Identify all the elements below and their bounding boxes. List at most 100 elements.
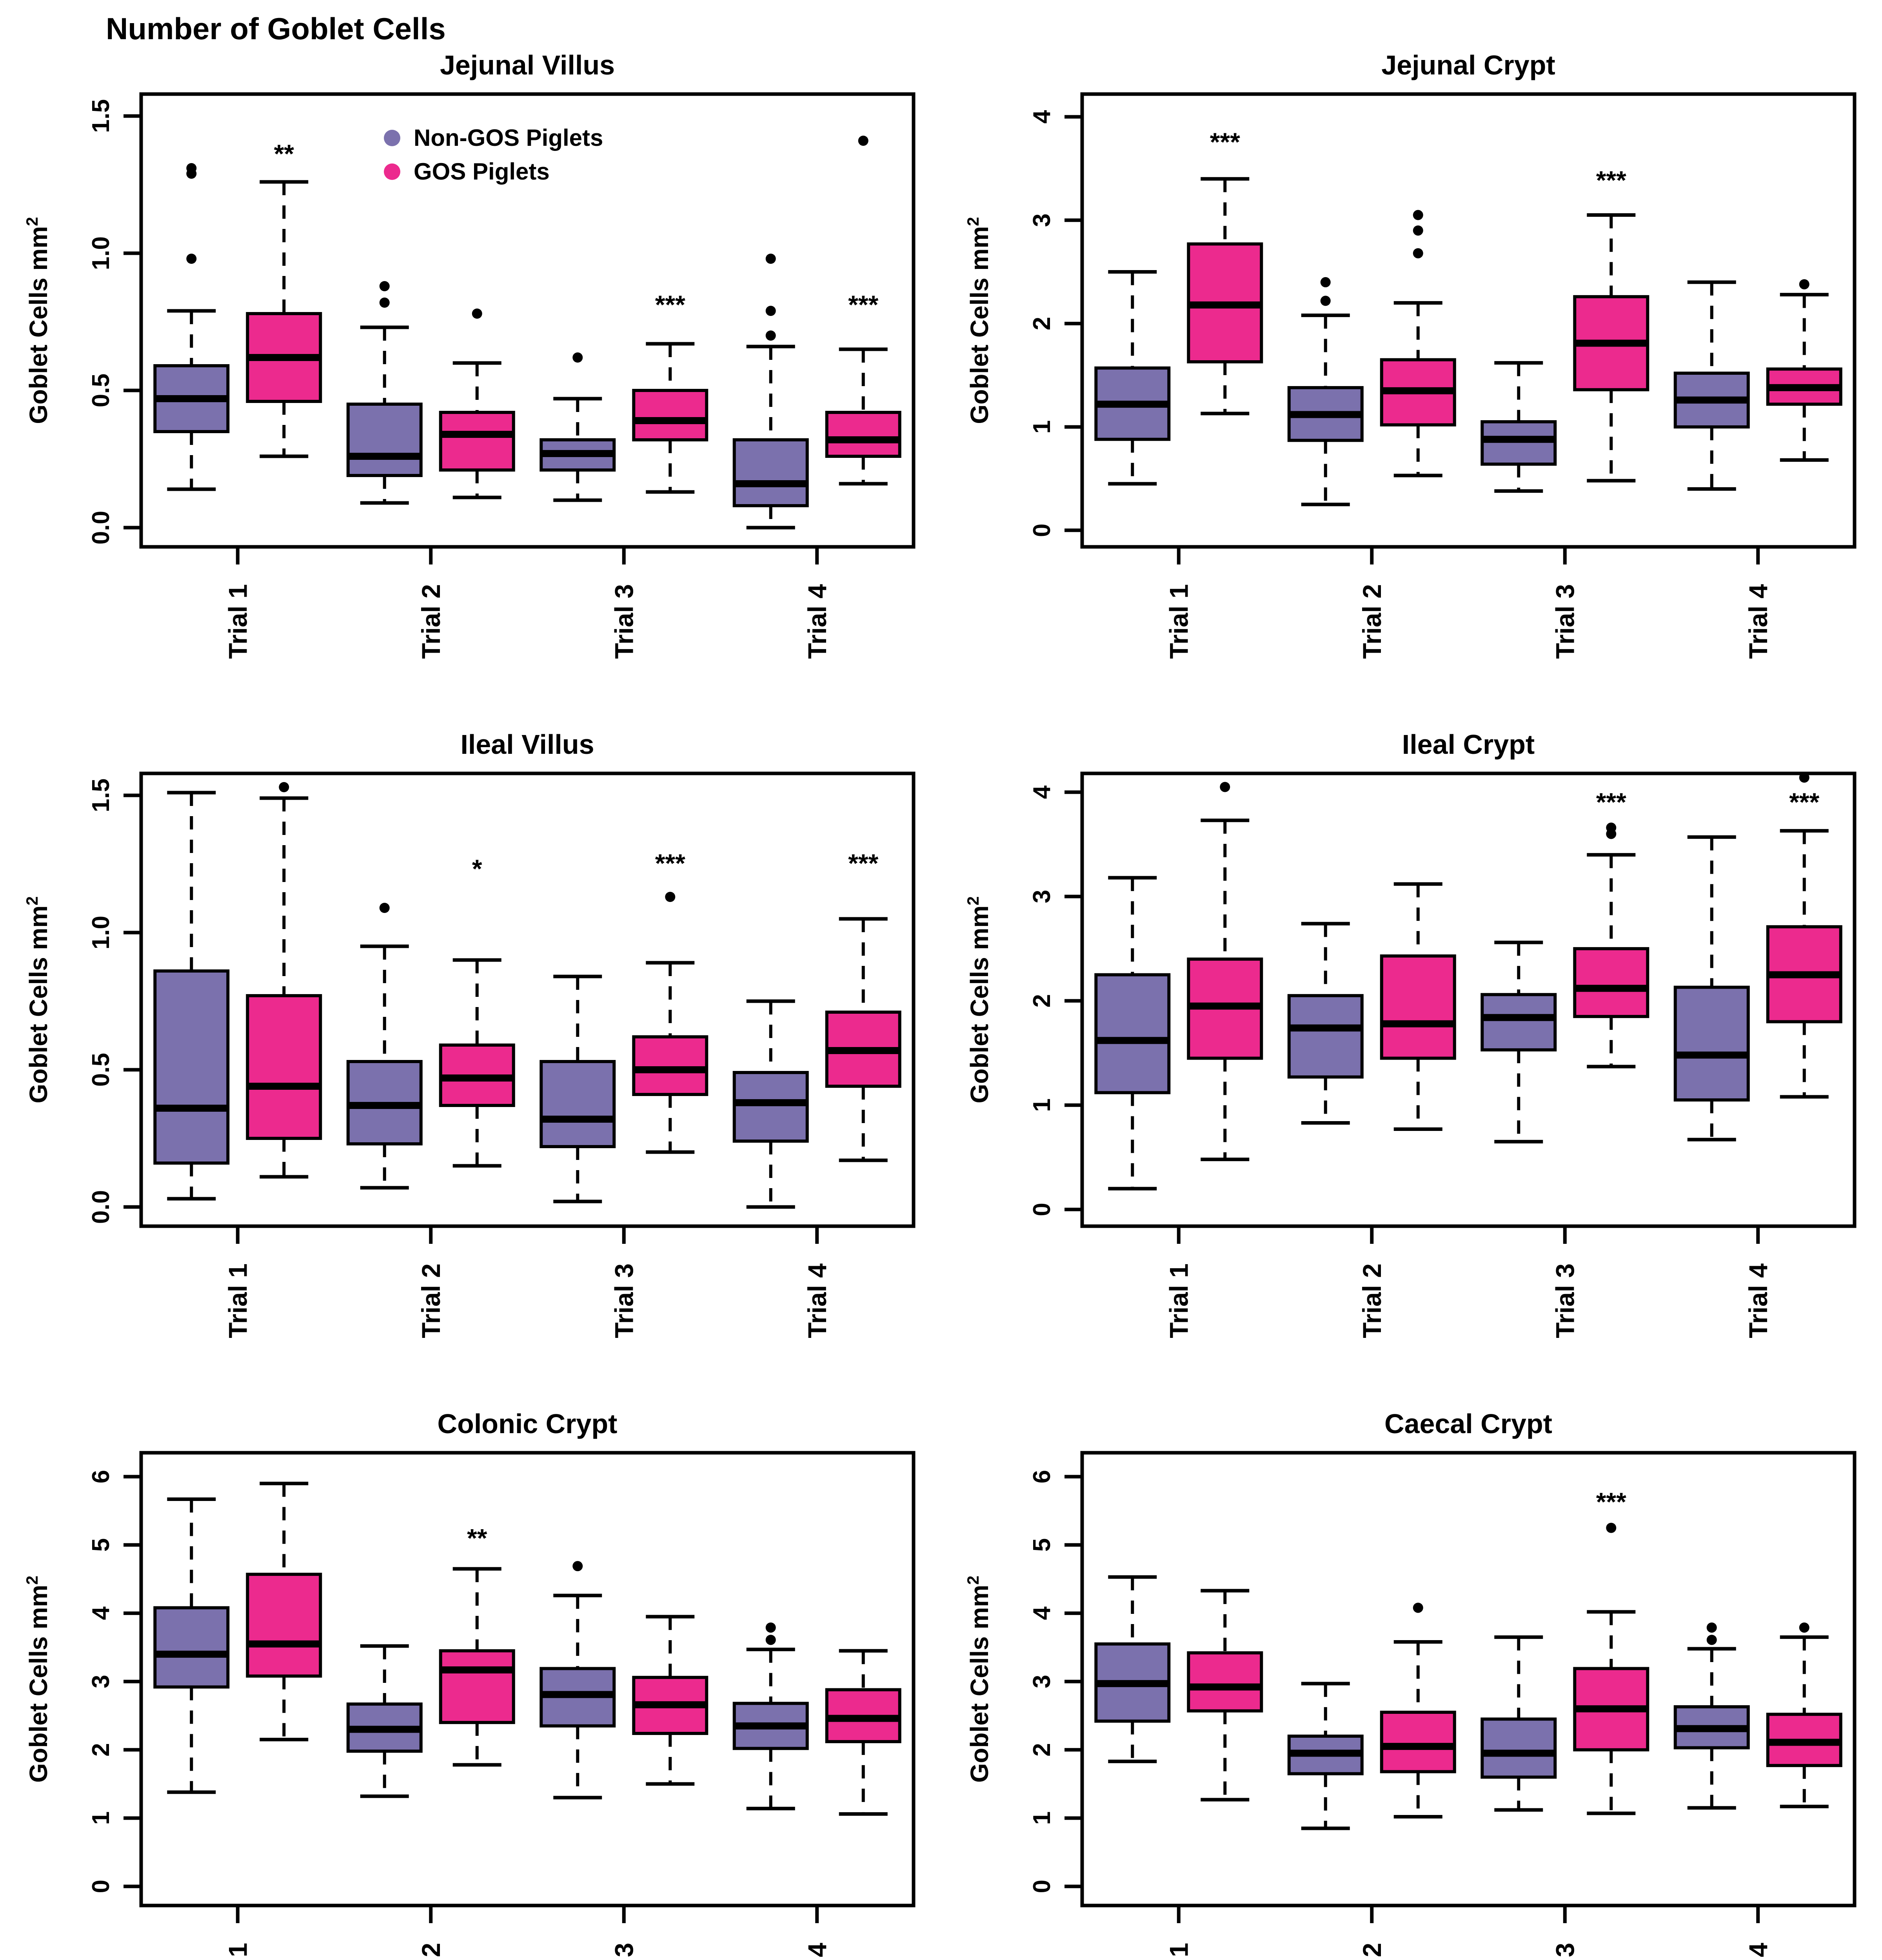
iqr-box xyxy=(246,994,322,1140)
box-gos-trial-2 xyxy=(1380,210,1456,477)
y-tick-label: 0 xyxy=(87,1880,114,1893)
box-gos-trial-1 xyxy=(246,180,322,458)
outlier-dot xyxy=(572,1561,583,1572)
iqr-box xyxy=(825,411,901,458)
y-tick-label: 1 xyxy=(1028,1811,1055,1825)
y-tick-label: 0 xyxy=(1028,524,1055,537)
x-tick-label: Trial 2 xyxy=(416,1943,445,1960)
box-non-gos-trial-4 xyxy=(732,254,809,530)
iqr-box xyxy=(632,389,708,441)
outlier-dot xyxy=(379,903,390,913)
iqr-box xyxy=(732,1071,809,1143)
y-tick-label: 1.5 xyxy=(87,99,114,133)
box-gos-trial-4 xyxy=(1766,279,1842,462)
box-gos-trial-4 xyxy=(1766,772,1842,1099)
y-tick-label: 1 xyxy=(87,1811,114,1825)
y-tick-label: 2 xyxy=(1028,317,1055,330)
y-tick-label: 0 xyxy=(1028,1203,1055,1216)
y-tick-label: 3 xyxy=(1028,213,1055,227)
significance-label: *** xyxy=(1596,166,1626,195)
y-tick-label: 0 xyxy=(1028,1880,1055,1893)
y-tick-label: 5 xyxy=(87,1538,114,1552)
box-non-gos-trial-1 xyxy=(1094,1575,1171,1763)
y-tick-label: 1.0 xyxy=(87,916,114,949)
x-tick-label: Trial 4 xyxy=(1744,584,1773,659)
x-tick-label: Trial 3 xyxy=(1550,1263,1579,1338)
x-tick-label: Trial 1 xyxy=(1164,1263,1193,1338)
x-tick-label: Trial 3 xyxy=(1550,1943,1579,1960)
panel-title: Colonic Crypt xyxy=(438,1408,618,1439)
x-tick-label: Trial 2 xyxy=(416,584,445,659)
iqr-box xyxy=(1380,954,1456,1060)
box-gos-trial-4 xyxy=(825,136,901,486)
panel-caecal-crypt: Caecal Crypt 0 1 2 3 4 5 6 Goblet Cells mm2 Trial… xyxy=(964,1408,1857,1960)
box-non-gos-trial-1 xyxy=(1094,270,1171,486)
box-non-gos-trial-2 xyxy=(346,903,423,1190)
box-non-gos-trial-3 xyxy=(540,352,616,502)
box-gos-trial-4 xyxy=(1766,1622,1842,1808)
legend-swatch-non-gos-icon xyxy=(384,130,400,146)
box-non-gos-trial-2 xyxy=(1287,277,1364,506)
outlier-dot xyxy=(1799,772,1809,783)
significance-label: *** xyxy=(848,290,878,319)
x-tick-label: Trial 2 xyxy=(1357,584,1386,659)
panel-jejunal-crypt: Jejunal Crypt 0 1 2 3 4 Goblet Cells mm2 Trial … xyxy=(964,50,1857,659)
outlier-dot xyxy=(472,309,482,319)
outlier-dot xyxy=(1413,210,1423,220)
outlier-dot xyxy=(1706,1622,1717,1633)
outlier-dot xyxy=(1799,1622,1809,1633)
box-non-gos-trial-2 xyxy=(346,281,423,505)
legend-label: GOS Piglets xyxy=(414,158,550,185)
outlier-dot xyxy=(765,254,776,264)
outlier-dot xyxy=(1706,1635,1717,1645)
y-tick-label: 1 xyxy=(1028,420,1055,434)
outlier-dot xyxy=(379,281,390,291)
y-tick-label: 3 xyxy=(1028,890,1055,903)
box-gos-trial-3 xyxy=(632,892,708,1154)
outlier-dot xyxy=(1606,1523,1617,1533)
legend: Non-GOS Piglets GOS Piglets xyxy=(384,125,603,185)
outlier-dot xyxy=(1320,296,1331,306)
box-non-gos-trial-1 xyxy=(153,163,230,491)
y-axis-label: Goblet Cells mm2 xyxy=(964,217,994,424)
outlier-dot xyxy=(858,136,868,146)
iqr-box xyxy=(1481,993,1557,1052)
y-tick-label: 0.5 xyxy=(87,374,114,407)
box-gos-trial-3 xyxy=(1573,822,1649,1069)
box-gos-trial-2 xyxy=(439,1567,515,1767)
iqr-box xyxy=(153,969,230,1165)
box-non-gos-trial-3 xyxy=(540,975,616,1203)
outlier-dot xyxy=(765,330,776,341)
panel-ileal-villus: Ileal Villus 0.0 0.5 1.0 1.5 Goblet Cells mm2… xyxy=(23,729,916,1338)
panel-title: Jejunal Crypt xyxy=(1381,50,1555,80)
y-axis-label: Goblet Cells mm2 xyxy=(964,1575,994,1782)
panel-jejunal-villus: Jejunal Villus 0.0 0.5 1.0 1.5 Goblet Cells m… xyxy=(23,50,916,659)
box-non-gos-trial-3 xyxy=(540,1561,616,1800)
box-non-gos-trial-4 xyxy=(1673,835,1750,1142)
significance-label: *** xyxy=(655,290,685,319)
box-non-gos-trial-4 xyxy=(732,1622,809,1811)
figure-title: Number of Goblet Cells xyxy=(106,11,446,46)
box-non-gos-trial-1 xyxy=(153,791,230,1201)
iqr-box xyxy=(439,411,515,472)
iqr-box xyxy=(439,1649,515,1724)
y-tick-label: 4 xyxy=(1028,110,1055,123)
box-non-gos-trial-4 xyxy=(1673,1622,1750,1810)
x-tick-label: Trial 4 xyxy=(1744,1263,1773,1338)
x-tick-label: Trial 3 xyxy=(1550,584,1579,659)
x-tick-label: Trial 3 xyxy=(609,1263,638,1338)
y-tick-label: 0.0 xyxy=(87,511,114,544)
significance-label: *** xyxy=(655,849,685,878)
box-non-gos-trial-1 xyxy=(1094,876,1171,1191)
box-gos-trial-4 xyxy=(825,917,901,1162)
panel-ileal-crypt: Ileal Crypt 0 1 2 3 4 Goblet Cells mm2 Trial 1 T… xyxy=(964,729,1857,1338)
outlier-dot xyxy=(765,1635,776,1645)
outlier-dot xyxy=(1413,248,1423,259)
significance-label: * xyxy=(472,854,482,883)
box-gos-trial-1 xyxy=(1187,782,1263,1161)
box-gos-trial-2 xyxy=(1380,882,1456,1131)
x-tick-label: Trial 1 xyxy=(223,1943,252,1960)
iqr-box xyxy=(246,1573,322,1678)
outlier-dot xyxy=(1413,225,1423,236)
